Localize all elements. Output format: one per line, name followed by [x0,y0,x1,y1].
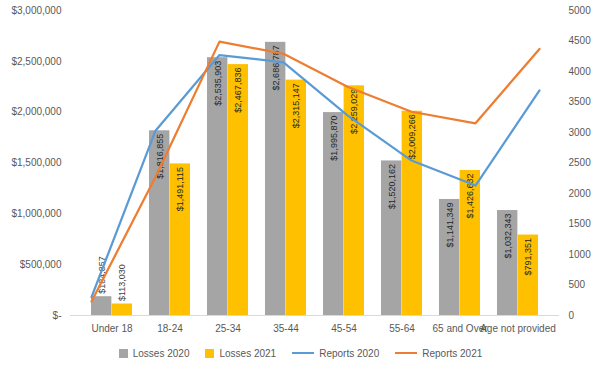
svg-text:4000: 4000 [569,66,592,77]
svg-text:$1,000,000: $1,000,000 [11,208,61,219]
svg-text:$2,686,787: $2,686,787 [270,45,281,91]
svg-text:5000: 5000 [569,5,592,16]
svg-text:$1,032,343: $1,032,343 [503,214,513,259]
svg-text:$2,009,266: $2,009,266 [407,114,417,159]
svg-text:$2,500,000: $2,500,000 [11,56,61,67]
svg-text:0: 0 [569,310,575,321]
svg-text:2000: 2000 [569,188,592,199]
svg-text:$2,315,147: $2,315,147 [291,83,301,128]
svg-text:$1,426,632: $1,426,632 [465,173,475,218]
html-text:Reports 2021: Reports 2021 [422,347,483,359]
svg-text:1000: 1000 [569,249,592,260]
svg-text:45-54: 45-54 [331,323,357,334]
svg-text:$2,259,029: $2,259,029 [349,89,359,134]
svg-text:$500,000: $500,000 [20,259,62,270]
svg-text:35-44: 35-44 [273,323,299,334]
svg-text:$1,491,115: $1,491,115 [175,167,185,211]
svg-text:3000: 3000 [569,127,592,138]
svg-text:$2,000,000: $2,000,000 [11,106,61,117]
svg-text:$3,000,000: $3,000,000 [11,5,61,16]
svg-text:65 and Over: 65 and Over [432,322,488,334]
svg-text:4500: 4500 [569,35,592,46]
svg-text:$2,467,836: $2,467,836 [233,68,243,113]
svg-text:$1,520,162: $1,520,162 [387,164,397,209]
svg-text:$-: $- [53,310,62,321]
svg-text:500: 500 [569,279,586,290]
svg-text:1500: 1500 [569,218,592,229]
svg-text:55-64: 55-64 [389,323,415,334]
svg-text:$1,141,349: $1,141,349 [445,202,455,247]
svg-text:Under 18: Under 18 [91,323,133,334]
svg-text:Age not provided: Age not provided [480,323,556,334]
svg-text:2500: 2500 [569,157,592,168]
svg-text:$1,500,000: $1,500,000 [11,157,61,168]
svg-text:3500: 3500 [569,96,592,107]
svg-text:$791,351: $791,351 [523,238,533,276]
svg-text:$1,816,855: $1,816,855 [155,134,165,179]
svg-text:$2,535,903: $2,535,903 [213,61,223,106]
svg-text:25-34: 25-34 [215,323,241,334]
svg-text:$1,995,870: $1,995,870 [329,116,339,161]
html-text:Reports 2020: Reports 2020 [319,347,380,359]
svg-text:$113,030: $113,030 [117,264,127,301]
html-text:Losses 2020: Losses 2020 [132,347,190,359]
svg-text:18-24: 18-24 [157,323,183,334]
html-text:Losses 2021: Losses 2021 [219,347,277,359]
svg-text:$184,857: $184,857 [96,256,107,294]
